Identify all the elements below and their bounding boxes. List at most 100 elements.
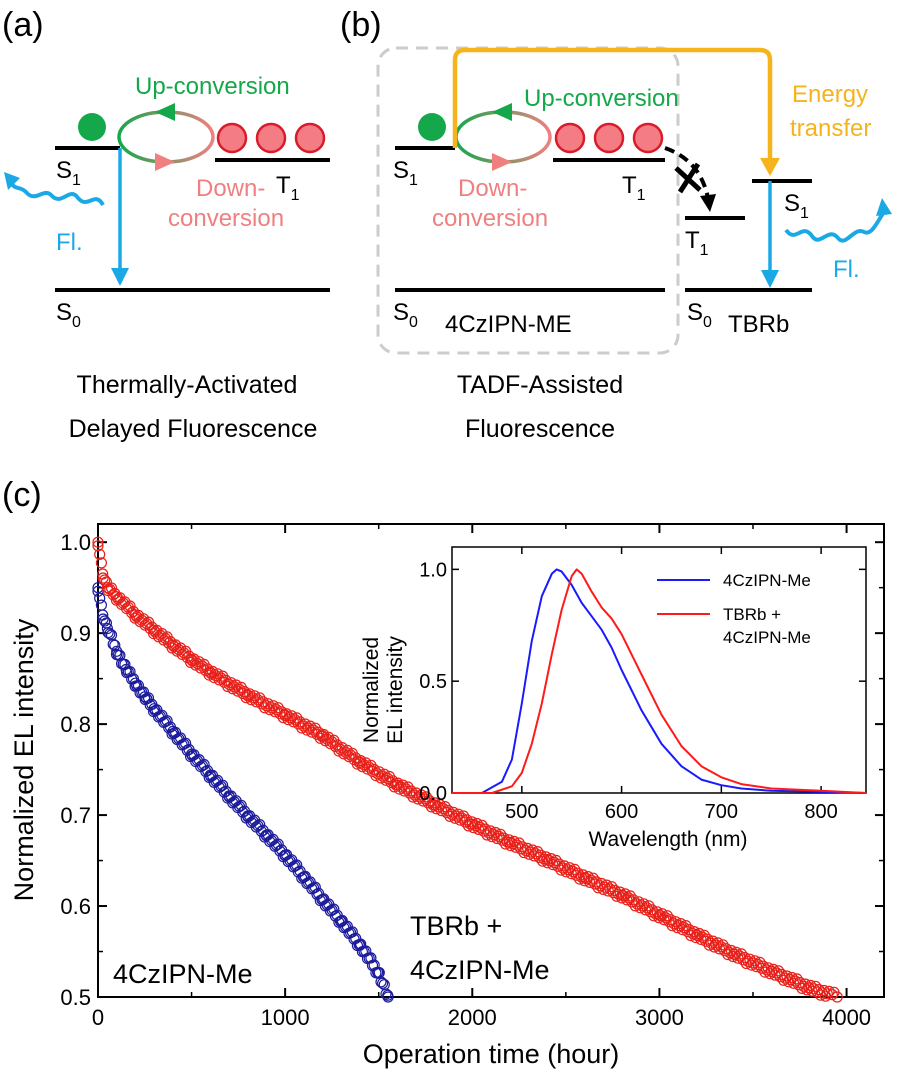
data-point-tbrb xyxy=(563,862,576,874)
data-point-tbrb xyxy=(232,685,244,697)
data-point-tbrb xyxy=(607,886,620,899)
data-point-tbrb xyxy=(526,844,539,856)
x-tick-label: 1000 xyxy=(261,1005,310,1030)
inset-y-axis-title: Normalized xyxy=(360,637,383,743)
data-point-tbrb xyxy=(734,950,746,962)
legend-label: TBRb + xyxy=(723,605,781,624)
legend-label: 4CzIPN-Me xyxy=(723,571,811,590)
data-point-tbrb xyxy=(786,971,798,984)
data-point-tbrb xyxy=(712,937,724,949)
data-point-tbrb xyxy=(483,827,495,839)
down-conversion-label: Down- xyxy=(196,175,265,202)
data-point-tbrb xyxy=(301,724,313,736)
data-point-tbrb xyxy=(296,722,308,734)
data-point-tbrb xyxy=(585,874,598,886)
data-point-tbrb xyxy=(639,904,652,916)
data-point-tbrb xyxy=(242,689,254,701)
inset-line-tbrb xyxy=(452,568,867,794)
data-point-tbrb xyxy=(97,572,109,584)
data-point-4czipn xyxy=(186,748,198,760)
data-point-tbrb xyxy=(651,906,663,918)
data-point-tbrb xyxy=(550,854,562,867)
data-point-tbrb xyxy=(762,962,774,974)
up-conversion-label: Up-conversion xyxy=(135,73,290,100)
inset-y-tick-label: 1.0 xyxy=(419,559,447,581)
data-point-tbrb xyxy=(457,810,470,822)
data-point-tbrb xyxy=(708,941,721,953)
data-point-tbrb xyxy=(691,929,703,941)
s0-label-host: S0 xyxy=(393,299,418,331)
data-point-tbrb xyxy=(553,858,566,870)
data-point-tbrb xyxy=(493,830,505,843)
data-point-tbrb xyxy=(671,922,684,934)
data-point-tbrb xyxy=(287,716,299,728)
data-point-tbrb xyxy=(267,700,279,712)
data-point-tbrb xyxy=(693,927,705,940)
inset-background xyxy=(452,547,866,793)
data-point-4czipn xyxy=(198,758,210,771)
data-point-tbrb xyxy=(570,869,582,881)
data-point-tbrb xyxy=(530,848,542,860)
data-point-tbrb xyxy=(688,925,700,938)
data-point-tbrb xyxy=(821,988,833,1000)
data-point-4czipn xyxy=(298,871,310,883)
data-point-tbrb xyxy=(409,789,421,801)
data-point-4czipn xyxy=(129,677,141,689)
data-point-tbrb xyxy=(494,828,507,840)
fl-label: Fl. xyxy=(833,256,860,283)
inset-legend: 4CzIPN-Me TBRb + 4CzIPN-Me xyxy=(657,571,811,647)
data-point-4czipn xyxy=(382,991,394,1003)
data-point-tbrb xyxy=(752,958,764,971)
data-point-tbrb xyxy=(452,808,464,820)
data-point-tbrb xyxy=(587,872,599,884)
data-point-tbrb xyxy=(222,680,234,693)
data-point-4czipn xyxy=(223,790,235,802)
data-point-tbrb xyxy=(92,540,104,552)
data-point-tbrb xyxy=(653,909,666,921)
data-point-tbrb xyxy=(410,787,422,799)
data-point-tbrb xyxy=(441,806,453,819)
conversion-cycle-icon xyxy=(117,110,215,164)
data-point-tbrb xyxy=(478,825,490,837)
data-point-tbrb xyxy=(670,916,682,928)
data-point-tbrb xyxy=(313,726,325,738)
s0-label-a: S0 xyxy=(56,299,81,331)
data-point-tbrb xyxy=(676,923,689,936)
conversion-cycle-icon xyxy=(454,110,552,164)
data-point-4czipn xyxy=(373,967,385,980)
data-point-tbrb xyxy=(545,852,557,865)
data-point-tbrb xyxy=(244,688,256,700)
y-tick-label: 0.9 xyxy=(60,621,91,646)
y-tick-label: 0.6 xyxy=(60,894,91,919)
data-point-tbrb xyxy=(678,921,690,934)
data-point-tbrb xyxy=(774,971,786,983)
data-point-tbrb xyxy=(474,821,486,834)
y-tick-label: 0.7 xyxy=(60,803,91,828)
data-point-tbrb xyxy=(167,639,179,651)
data-point-4czipn xyxy=(139,691,151,703)
data-point-tbrb xyxy=(99,574,111,586)
data-point-4czipn xyxy=(99,615,111,627)
annotation-tbrb: TBRb + xyxy=(410,911,502,941)
inset-x-tick-label: 500 xyxy=(505,801,538,823)
data-point-4czipn xyxy=(242,810,254,822)
t1-label-a: T1 xyxy=(276,172,300,204)
data-point-tbrb xyxy=(781,970,793,982)
data-point-tbrb xyxy=(737,954,749,966)
inset-axis-ticks: 500 600 700 800 0.0 0.5 1.0 xyxy=(419,547,866,823)
data-point-tbrb xyxy=(404,787,416,799)
y-tick-label: 1.0 xyxy=(60,530,91,555)
data-point-tbrb xyxy=(148,624,160,637)
data-point-tbrb xyxy=(629,900,641,912)
data-point-tbrb xyxy=(767,963,780,976)
data-point-tbrb xyxy=(314,732,326,744)
down-arrowhead-icon xyxy=(155,153,175,171)
data-point-tbrb xyxy=(698,929,710,941)
data-point-tbrb xyxy=(97,568,109,580)
main-x-axis-title: Operation time (hour) xyxy=(363,1039,620,1069)
data-point-4czipn xyxy=(104,628,116,640)
data-point-tbrb xyxy=(250,696,262,708)
photon-wave-icon xyxy=(784,210,886,243)
singlet-exciton-dot xyxy=(78,113,106,141)
